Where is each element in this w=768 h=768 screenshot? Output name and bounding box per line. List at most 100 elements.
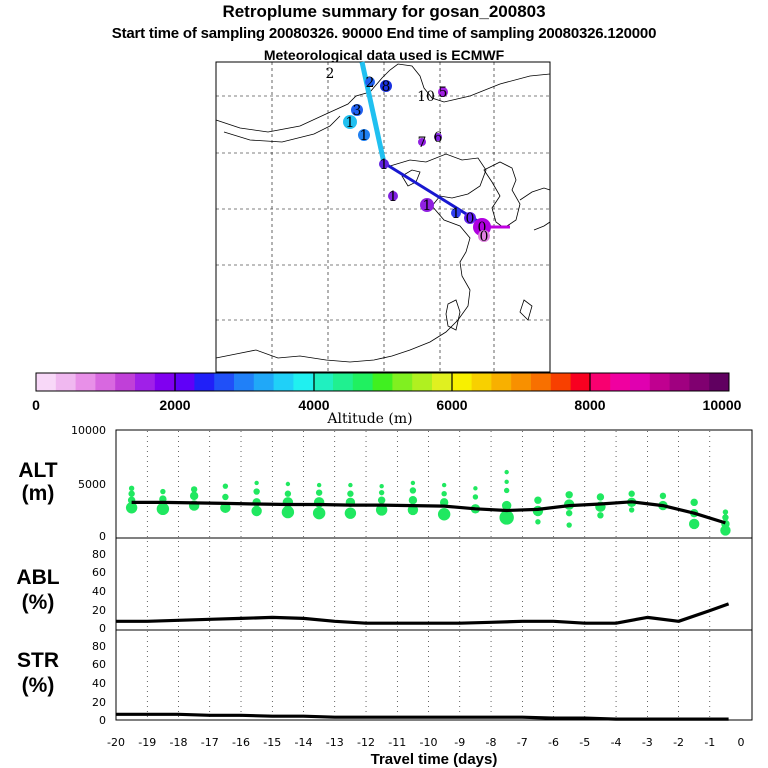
plume-marker-label: 0 bbox=[478, 220, 487, 236]
plume-marker-label: 7 bbox=[418, 135, 427, 151]
alt-ytick: 5000 bbox=[78, 478, 106, 491]
x-tick-label: -18 bbox=[170, 736, 188, 749]
x-tick-label: 0 bbox=[738, 736, 745, 749]
alt-panel-unit: (m) bbox=[22, 482, 55, 505]
x-tick-label: -10 bbox=[420, 736, 438, 749]
alt-scatter-point bbox=[156, 502, 170, 516]
colorbar-cell bbox=[412, 373, 433, 391]
colorbar-cell bbox=[550, 373, 572, 391]
alt-scatter-point bbox=[407, 504, 419, 516]
x-tick-label: -17 bbox=[201, 736, 219, 749]
alt-scatter-point bbox=[253, 488, 260, 495]
colorbar-cell bbox=[174, 373, 195, 391]
abl-ytick: 0 bbox=[99, 622, 106, 635]
colorbar-cell bbox=[471, 373, 492, 391]
colorbar-cell bbox=[570, 373, 591, 391]
x-tick-label: -12 bbox=[357, 736, 375, 749]
x-tick-label: -1 bbox=[704, 736, 715, 749]
colorbar-cell bbox=[709, 373, 730, 391]
colorbar-cell bbox=[511, 373, 532, 391]
plume-marker-label: 1 bbox=[423, 198, 432, 214]
alt-scatter-point bbox=[534, 496, 542, 504]
alt-scatter-point bbox=[285, 481, 291, 487]
plume-marker-label: 1 bbox=[360, 128, 369, 144]
alt-scatter-point bbox=[720, 525, 731, 536]
alt-scatter-point bbox=[659, 492, 667, 500]
str-line bbox=[116, 712, 729, 721]
colorbar-cell bbox=[253, 373, 275, 391]
alt-scatter-point bbox=[222, 483, 229, 489]
colorbar-cell bbox=[55, 373, 77, 391]
alt-scatter-point bbox=[377, 496, 386, 504]
alt-ytick: 10000 bbox=[71, 424, 106, 437]
map-grid bbox=[216, 62, 550, 372]
plume-marker-label: 0 bbox=[480, 229, 489, 245]
alt-scatter-point bbox=[722, 514, 729, 521]
colorbar-tick: 6000 bbox=[436, 397, 467, 413]
alt-scatter-point bbox=[409, 487, 417, 494]
plume-marker bbox=[451, 208, 461, 218]
alt-scatter-point bbox=[344, 507, 357, 519]
plume-marker bbox=[418, 138, 426, 146]
map-frame bbox=[215, 61, 551, 373]
abl-line bbox=[116, 602, 730, 625]
x-tick-labels: -20 -19 -18 -17 -16 -15 -14 -13 -12 -11 -10 -9 -8 -7-… bbox=[107, 736, 745, 749]
plume-marker bbox=[434, 133, 442, 141]
colorbar-cell bbox=[273, 373, 294, 391]
plume-marker-label: 1 bbox=[452, 206, 461, 222]
panels-frame bbox=[115, 429, 753, 721]
alt-scatter-point bbox=[504, 479, 509, 485]
str-panel-label: STR bbox=[17, 649, 59, 672]
colorbar-cell bbox=[234, 373, 255, 391]
alt-scatter-point bbox=[316, 482, 322, 488]
plume-marker bbox=[358, 129, 370, 141]
alt-scatter-point bbox=[503, 487, 510, 494]
alt-scatter-point bbox=[222, 493, 229, 501]
colorbar-cell bbox=[75, 373, 96, 391]
x-tick-label: -4 bbox=[611, 736, 622, 749]
alt-yticks: 10000 5000 0 bbox=[71, 424, 106, 543]
plume-marker bbox=[438, 87, 448, 97]
colorbar-cell bbox=[451, 373, 473, 391]
colorbar-cell bbox=[531, 373, 552, 391]
plume-marker bbox=[365, 77, 375, 87]
colorbar-cell bbox=[491, 373, 512, 391]
met-data-line: Meteorological data used is ECMWF bbox=[263, 47, 505, 63]
plume-marker bbox=[464, 212, 476, 224]
alt-scatter-point bbox=[281, 505, 295, 519]
colorbar-cell bbox=[610, 373, 631, 391]
alt-scatter-point bbox=[160, 488, 166, 495]
colorbar-cell bbox=[293, 373, 314, 391]
colorbar-tick: 2000 bbox=[159, 397, 190, 413]
x-tick-label: -3 bbox=[642, 736, 653, 749]
abl-ytick: 20 bbox=[92, 604, 106, 617]
str-ytick: 60 bbox=[92, 658, 106, 671]
plume-marker bbox=[478, 230, 490, 242]
alt-scatter-point bbox=[441, 491, 447, 497]
str-ytick: 80 bbox=[92, 640, 106, 653]
x-tick-label: -7 bbox=[517, 736, 528, 749]
x-tick-label: -11 bbox=[388, 736, 406, 749]
colorbar-tick: 10000 bbox=[703, 397, 742, 413]
colorbar-cell bbox=[669, 373, 690, 391]
x-tick-label: -13 bbox=[326, 736, 344, 749]
colorbar-tick: 0 bbox=[32, 397, 40, 413]
alt-scatter-point bbox=[378, 489, 385, 496]
alt-scatter-point bbox=[565, 491, 573, 499]
alt-scatter-point bbox=[254, 480, 259, 486]
x-axis-label: Travel time (days) bbox=[371, 751, 498, 768]
alt-scatter-point bbox=[348, 482, 353, 488]
x-tick-label: -15 bbox=[263, 736, 281, 749]
alt-scatter-layer bbox=[125, 469, 731, 536]
plume-marker-label: 8 bbox=[382, 79, 391, 95]
plume-marker-label: 10 bbox=[417, 89, 435, 105]
plume-marker-label: 2 bbox=[366, 75, 375, 91]
x-tick-label: -16 bbox=[232, 736, 250, 749]
plume-marker-label: 2 bbox=[326, 66, 335, 82]
alt-scatter-point bbox=[315, 489, 323, 496]
abl-panel-label: ABL bbox=[16, 566, 59, 589]
plume-marker bbox=[379, 159, 389, 169]
alt-panel-label: ALT bbox=[18, 459, 57, 482]
coastlines bbox=[215, 63, 551, 363]
